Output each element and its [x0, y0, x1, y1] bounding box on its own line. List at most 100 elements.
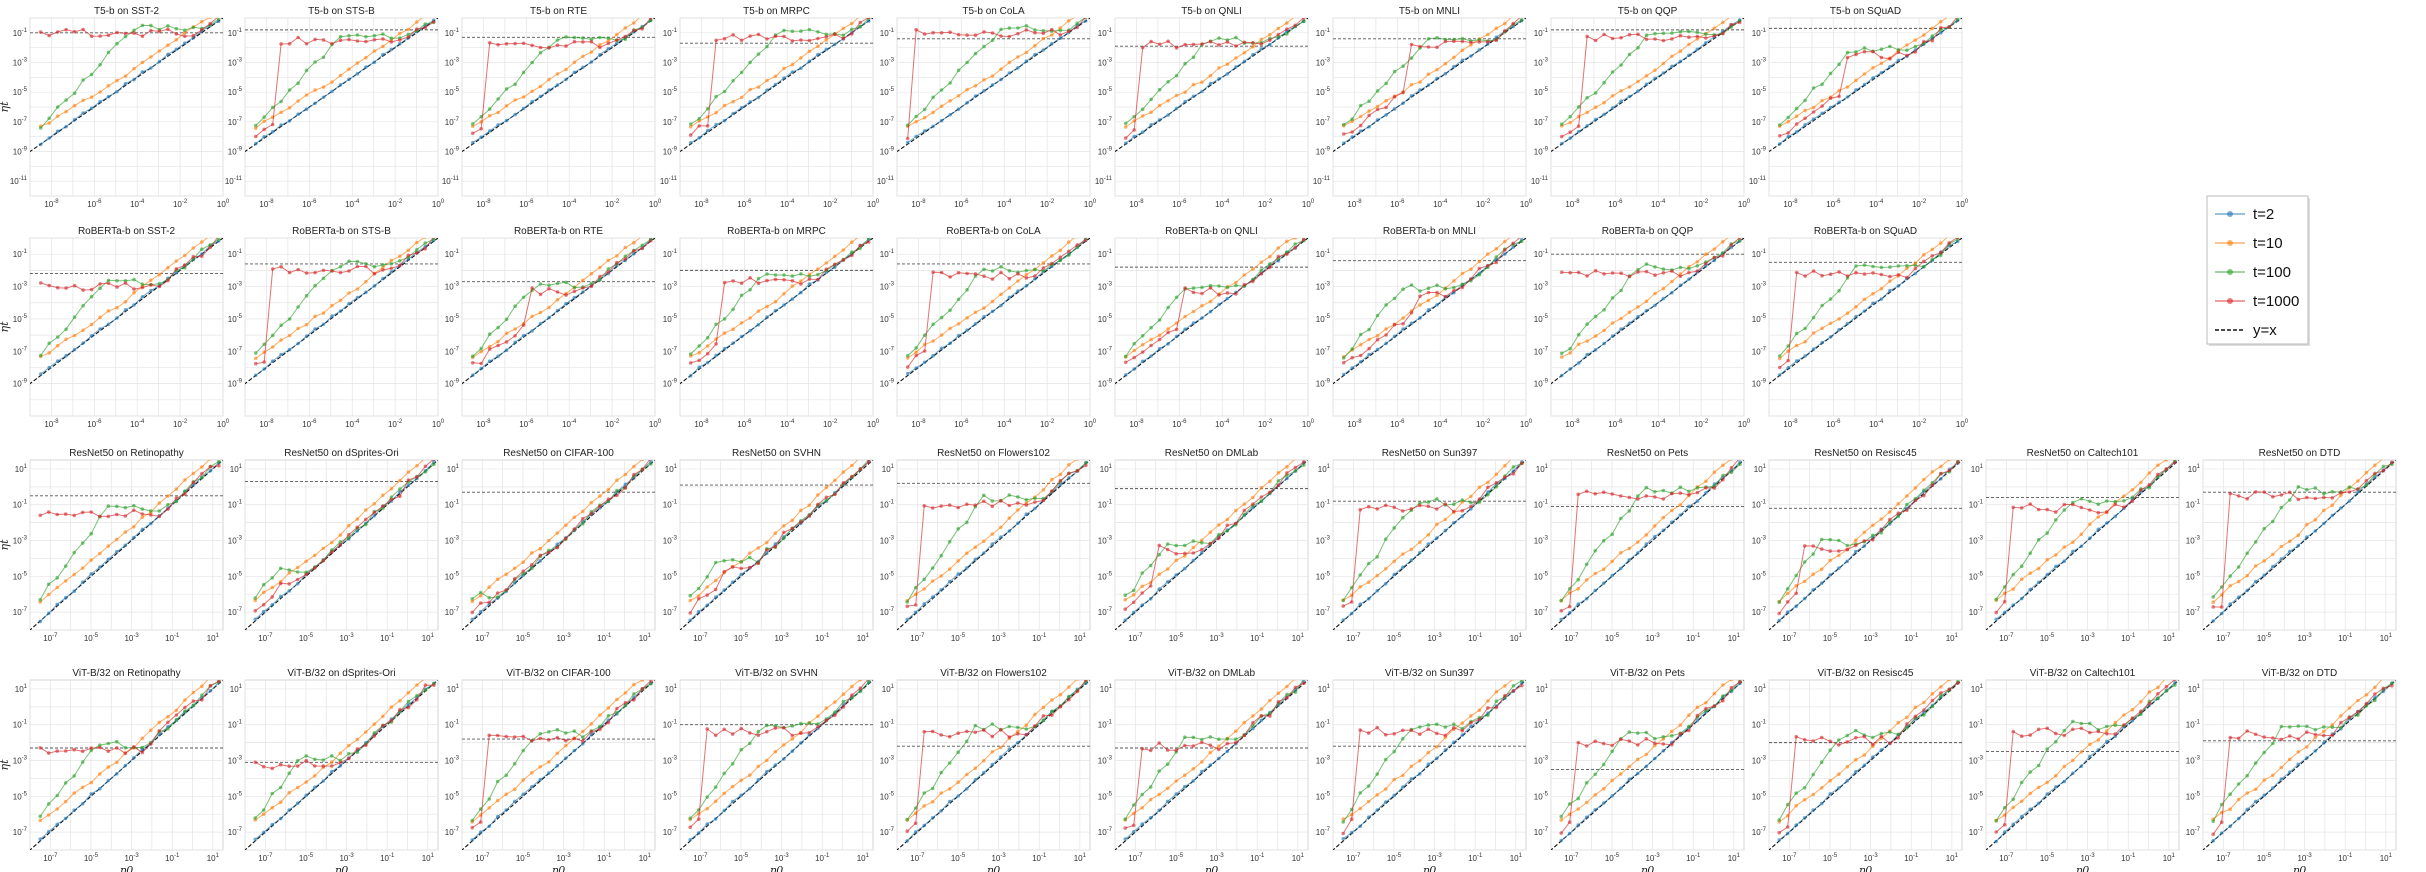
- series-point-t2: [530, 99, 534, 104]
- series-point-t1000: [1452, 39, 1456, 44]
- series-point-t2: [1644, 764, 1649, 769]
- series-point-t1000: [504, 734, 509, 739]
- series-point-t1000: [1939, 250, 1943, 255]
- series-point-t2: [157, 732, 162, 737]
- y-tick-label: 10-5: [13, 571, 28, 581]
- series-point-t10: [1293, 238, 1297, 240]
- series-point-t1000: [415, 27, 419, 31]
- x-tick-label: 100: [649, 419, 662, 429]
- series-point-t1000: [1712, 255, 1717, 260]
- series-point-t100: [423, 688, 428, 692]
- x-tick-label: 10-8: [1783, 199, 1798, 209]
- series-point-t10: [89, 780, 93, 785]
- series-point-t10: [688, 125, 693, 129]
- y-tick-label: 10-1: [663, 28, 678, 38]
- series-point-t1000: [1994, 610, 1998, 615]
- series-point-t1000: [982, 499, 986, 504]
- series-line-t1000: [40, 238, 218, 291]
- series-point-t1000: [338, 38, 343, 43]
- series-point-t100: [990, 499, 995, 503]
- series-point-t2: [1653, 76, 1657, 81]
- series-point-t1000: [1930, 254, 1935, 258]
- series-point-t100: [2113, 499, 2118, 504]
- y-tick-label: 10-9: [1098, 379, 1113, 389]
- series-point-t100: [850, 250, 854, 254]
- series-point-t10: [1627, 764, 1632, 769]
- series-point-t2: [521, 792, 525, 797]
- series-point-t100: [538, 282, 543, 286]
- plot-content: [897, 18, 1090, 153]
- series-point-t100: [364, 262, 368, 266]
- series-point-t1000: [513, 334, 517, 338]
- series-point-t2: [1888, 64, 1892, 69]
- panel-title: RoBERTa-b on MNLI: [1383, 226, 1476, 237]
- series-point-t1000: [364, 743, 368, 748]
- series-point-t100: [1519, 18, 1524, 22]
- series-point-t10: [850, 240, 854, 244]
- series-point-t2: [1559, 373, 1564, 378]
- series-point-t10: [1896, 720, 1901, 725]
- series-point-t1000: [1913, 714, 1918, 719]
- x-tick-label: 10-8: [911, 199, 926, 209]
- series-point-t100: [948, 81, 952, 85]
- series-point-t10: [538, 765, 543, 769]
- series-point-t100: [1067, 695, 1071, 699]
- series-point-t10: [841, 470, 846, 474]
- series-point-t1000: [1593, 492, 1597, 496]
- series-point-t1000: [1704, 486, 1708, 490]
- series-point-t2: [956, 333, 961, 338]
- series-point-t2: [1777, 373, 1782, 377]
- series-point-t2: [538, 94, 543, 99]
- x-axis-label: η0: [120, 864, 134, 872]
- series-line-t10: [1560, 460, 1731, 602]
- series-point-t100: [1191, 286, 1196, 290]
- series-point-t10: [1477, 485, 1482, 490]
- series-point-t100: [2330, 490, 2335, 494]
- series-point-t100: [1661, 31, 1666, 36]
- series-point-t1000: [1610, 36, 1615, 41]
- series-point-t2: [1401, 101, 1405, 105]
- series-point-t10: [1644, 533, 1649, 537]
- x-tick-label: 10-2: [388, 199, 403, 209]
- series-point-t1000: [1123, 136, 1128, 140]
- series-point-t100: [296, 81, 300, 85]
- series-point-t2: [2096, 527, 2101, 532]
- series-point-t100: [1644, 485, 1649, 490]
- series-point-t100: [1401, 287, 1405, 292]
- series-point-t1000: [1729, 685, 1734, 690]
- series-point-t100: [174, 499, 179, 504]
- series-point-t100: [1602, 80, 1606, 85]
- series-point-t2: [939, 809, 943, 813]
- series-point-t10: [313, 314, 317, 319]
- series-point-t2: [2253, 579, 2258, 584]
- series-point-t2: [1426, 308, 1431, 312]
- series-point-t2: [1426, 762, 1431, 766]
- series-point-t1000: [1401, 322, 1405, 326]
- series-point-t10: [80, 785, 85, 790]
- series-point-t10: [538, 310, 543, 315]
- plot-content: [680, 18, 873, 153]
- series-point-t100: [782, 536, 786, 541]
- series-point-t1000: [330, 269, 334, 273]
- plot-content: [245, 680, 438, 850]
- series-point-t1000: [1486, 706, 1490, 710]
- series-point-t1000: [547, 46, 551, 50]
- series-point-t2: [1712, 258, 1717, 263]
- series-point-t1000: [174, 267, 179, 271]
- series-point-t1000: [623, 257, 628, 261]
- series-line-t100: [690, 18, 870, 125]
- series-point-t100: [572, 729, 577, 733]
- series-point-t100: [731, 307, 735, 312]
- diagonal-line: [680, 680, 873, 850]
- series-point-t10: [1191, 82, 1196, 87]
- series-point-t100: [478, 590, 483, 595]
- series-point-t1000: [355, 264, 360, 269]
- series-point-t10: [1503, 684, 1507, 688]
- series-point-t1000: [2139, 488, 2143, 492]
- series-point-t2: [799, 741, 803, 745]
- y-tick-label: 10-1: [880, 249, 895, 259]
- y-tick-label: 10-3: [1752, 536, 1767, 546]
- series-point-t100: [1670, 733, 1674, 738]
- series-point-t2: [1383, 581, 1388, 586]
- plot-content: [1551, 680, 1744, 850]
